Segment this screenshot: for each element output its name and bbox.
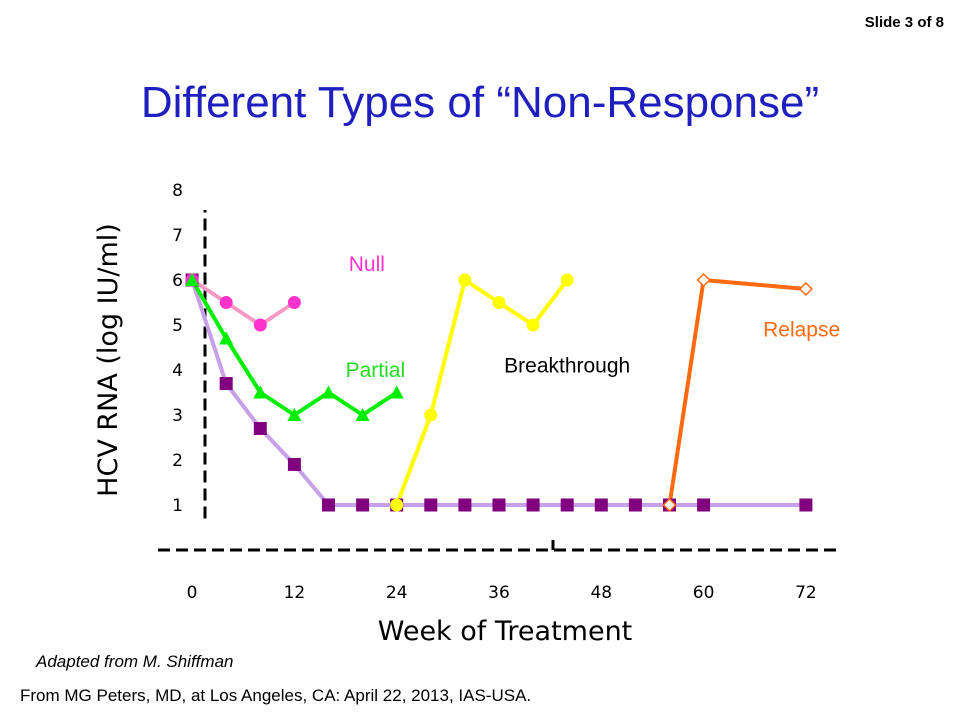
data-point (696, 272, 711, 288)
x-axis-title: Week of Treatment (378, 616, 633, 647)
data-point (492, 498, 506, 512)
series-markers-partial (185, 273, 404, 421)
data-point (253, 385, 268, 399)
x-tick-label: 48 (590, 583, 612, 603)
data-point (594, 498, 608, 512)
data-point (185, 273, 200, 286)
series-breakthrough (394, 278, 569, 506)
slide-title: Different Types of “Non-Response” (140, 78, 820, 127)
series-null (190, 278, 296, 327)
y-tick-label: 2 (172, 451, 183, 471)
data-point (424, 408, 438, 422)
y-tick-label: 1 (172, 496, 183, 516)
data-point (628, 498, 642, 512)
data-point (697, 498, 711, 512)
series-line (394, 278, 569, 506)
y-tick-label: 3 (172, 406, 183, 426)
y-axis-title: HCV RNA (log IU/ml) (93, 223, 124, 497)
data-point (321, 385, 336, 399)
series-label-relapse: Relapse (763, 318, 840, 341)
data-point (560, 273, 574, 287)
data-point (287, 408, 302, 421)
data-point (458, 273, 472, 287)
series-markers-breakthrough (390, 273, 574, 512)
data-point (219, 331, 234, 345)
series-line (190, 278, 296, 327)
slide-number: Slide 3 of 8 (864, 14, 944, 31)
source-citation: From MG Peters, MD, at Los Angeles, CA: … (20, 686, 532, 705)
x-tick-label: 72 (795, 583, 817, 603)
data-point (253, 318, 267, 332)
series-line (190, 279, 806, 507)
data-point (526, 318, 540, 332)
data-point (355, 408, 370, 421)
series-label-partial: Partial (346, 359, 406, 382)
chart-series (185, 272, 813, 513)
series-markers-relapse (662, 272, 813, 513)
data-point (287, 458, 301, 471)
series-line (667, 278, 807, 506)
adapted-credit: Adapted from M. Shiffman (36, 652, 234, 671)
series-label-null: Null (349, 253, 385, 276)
x-tick-label: 12 (284, 583, 306, 603)
x-tick-label: 24 (386, 583, 408, 603)
series-markers-null (185, 273, 301, 332)
data-point (219, 377, 233, 390)
data-point (287, 296, 301, 309)
data-point (424, 498, 438, 512)
data-point (492, 296, 506, 309)
series-markers-baseline (185, 273, 813, 512)
data-point (253, 422, 267, 435)
series-relapse (667, 278, 807, 506)
data-point (219, 296, 233, 309)
x-tick-label: 0 (187, 583, 198, 603)
x-tick-label: 36 (488, 583, 510, 603)
y-tick-label: 5 (172, 316, 183, 336)
data-point (526, 498, 540, 512)
data-point (799, 498, 813, 512)
data-point (560, 498, 574, 512)
data-point (389, 385, 404, 399)
data-point (458, 498, 472, 512)
data-point (356, 498, 370, 512)
data-point (322, 498, 335, 512)
chart-labels: Null Partial Breakthrough Relapse (346, 253, 841, 382)
data-point (390, 498, 404, 512)
y-tick-label: 8 (172, 181, 183, 201)
y-tick-label: 7 (172, 226, 183, 246)
y-tick-label: 6 (172, 271, 183, 291)
y-tick-label: 4 (172, 361, 183, 381)
data-point (662, 497, 677, 513)
series-baseline (190, 279, 806, 507)
x-tick-label: 60 (693, 583, 715, 603)
series-label-breakthrough: Breakthrough (504, 354, 630, 377)
data-point (798, 281, 813, 297)
